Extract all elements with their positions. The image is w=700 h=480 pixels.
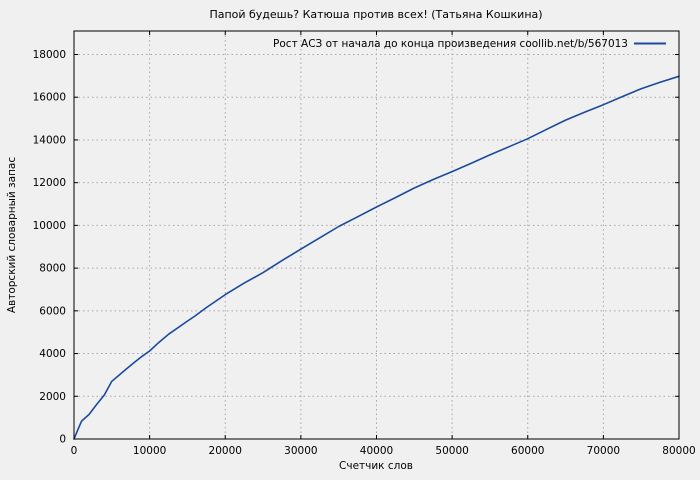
y-tick-label: 6000 xyxy=(39,305,66,317)
y-tick-label: 8000 xyxy=(39,263,66,275)
y-tick-label: 4000 xyxy=(39,348,66,360)
x-tick-label: 0 xyxy=(71,445,78,457)
legend-label: Рост АСЗ от начала до конца произведения… xyxy=(273,38,628,50)
chart-title: Папой будешь? Катюша против всех! (Татья… xyxy=(209,8,542,21)
x-tick-label: 80000 xyxy=(662,445,695,457)
y-tick-label: 12000 xyxy=(33,177,66,189)
y-tick-label: 14000 xyxy=(33,134,66,146)
x-tick-label: 60000 xyxy=(511,445,544,457)
x-tick-label: 10000 xyxy=(133,445,166,457)
series-curve xyxy=(73,75,680,440)
series-line xyxy=(73,75,680,440)
y-tick-label: 2000 xyxy=(39,391,66,403)
x-tick-label: 20000 xyxy=(209,445,242,457)
y-tick-label: 16000 xyxy=(33,92,66,104)
x-tick-label: 70000 xyxy=(587,445,620,457)
y-axis-label: Авторский словарный запас xyxy=(6,157,18,314)
x-tick-label: 50000 xyxy=(435,445,468,457)
tick-labels: 0 10000 20000 30000 40000 50000 60000 70000 8000… xyxy=(33,49,696,457)
x-axis-label: Счетчик слов xyxy=(339,460,413,472)
y-tick-label: 0 xyxy=(59,434,66,446)
y-tick-label: 10000 xyxy=(33,220,66,232)
plot-frame xyxy=(73,30,680,440)
y-tick-label: 18000 xyxy=(33,49,66,61)
grid-lines xyxy=(73,31,680,440)
x-tick-label: 40000 xyxy=(360,445,393,457)
x-tick-label: 30000 xyxy=(284,445,317,457)
